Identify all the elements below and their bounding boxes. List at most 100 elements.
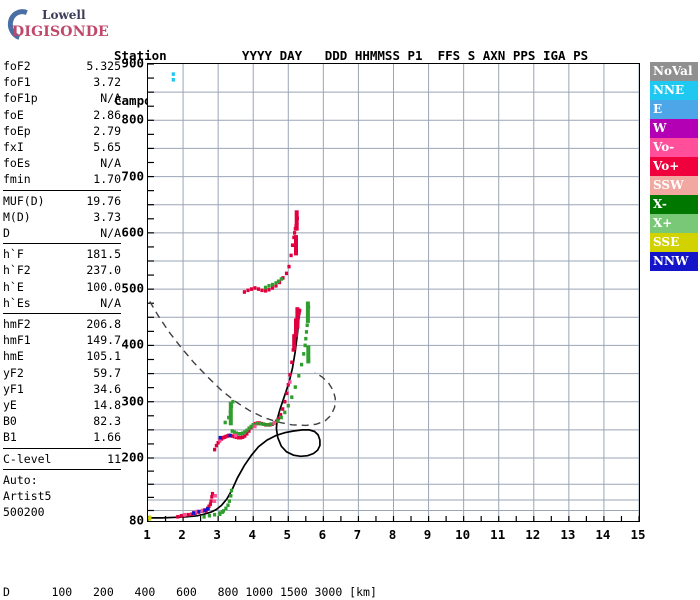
legend-item-noval[interactable]: NoVal <box>650 62 698 81</box>
param-row-mufd: MUF(D) 19.76 <box>3 193 121 209</box>
echo-point <box>304 336 308 341</box>
echo-point <box>255 421 259 426</box>
echo-point <box>213 499 217 503</box>
echo-point <box>298 308 302 313</box>
param-divider <box>3 447 121 449</box>
echo-point <box>227 499 231 503</box>
echo-point <box>183 512 187 517</box>
legend-item-ssw[interactable]: SSW <box>650 176 698 195</box>
echo-point <box>192 511 196 515</box>
param-value: 14.8 <box>93 398 121 413</box>
echo-point <box>290 243 295 247</box>
echo-cluster <box>294 210 299 231</box>
echo-point <box>297 374 301 378</box>
param-value: 206.8 <box>86 317 121 332</box>
echo-point <box>262 422 266 426</box>
echo-point <box>258 421 262 426</box>
ionogram-plot[interactable] <box>147 63 640 522</box>
echo-point <box>218 512 222 516</box>
echo-cluster <box>294 318 298 337</box>
echo-point <box>288 380 292 384</box>
param-row-foes: foEs N/A <box>3 155 121 171</box>
echo-point <box>206 507 210 511</box>
param-divider <box>3 468 121 470</box>
echo-point <box>234 433 238 438</box>
echo-point <box>232 430 236 434</box>
echo-point <box>286 383 290 387</box>
echo-point <box>218 438 222 442</box>
param-row-fof2: foF2 5.325 <box>3 58 121 74</box>
param-row-he: h`E 100.0 <box>3 279 121 295</box>
echo-cluster <box>292 334 297 350</box>
echo-point <box>253 286 257 290</box>
param-row-ye: yE 14.8 <box>3 397 121 413</box>
echo-point <box>224 506 228 511</box>
echo-point <box>239 435 243 440</box>
param-key: M(D) <box>3 209 31 224</box>
legend-item-w[interactable]: W <box>650 119 698 138</box>
echo-point <box>272 421 276 425</box>
param-value: 11 <box>107 451 121 466</box>
param-divider <box>3 243 121 245</box>
x-tick-11: 11 <box>490 527 506 542</box>
param-key: hmE <box>3 349 24 364</box>
x-tick-14: 14 <box>595 527 611 542</box>
param-key: fxI <box>3 140 24 155</box>
echo-point <box>210 495 214 499</box>
auto-line-0: Auto: <box>3 472 38 487</box>
x-tick-9: 9 <box>423 527 432 542</box>
param-key: yE <box>3 398 17 413</box>
param-value: 1.66 <box>93 430 121 445</box>
param-row-md: M(D) 3.73 <box>3 209 121 225</box>
echo-point <box>279 277 283 281</box>
ionospheric-parameters-panel: foF2 5.325 foF1 3.72 foF1p N/A foE 2.86 foEp 2.79… <box>3 58 121 520</box>
x-tick-15: 15 <box>630 527 646 542</box>
echo-point <box>239 432 243 436</box>
echo-point <box>289 253 293 258</box>
y-tick-500: 500 <box>121 280 144 296</box>
param-value: 237.0 <box>86 263 121 278</box>
param-key: B1 <box>3 430 17 445</box>
legend-item-sse[interactable]: SSE <box>650 233 698 252</box>
echo-point <box>287 264 291 269</box>
x-tick-1: 1 <box>143 527 151 542</box>
echo-point <box>251 423 255 427</box>
echo-point <box>230 429 234 433</box>
param-row-b1: B1 1.66 <box>3 429 121 445</box>
footer-scales: D 100 200 400 600 800 1000 1500 3000 [km… <box>3 556 635 600</box>
param-value: 1.70 <box>93 172 121 187</box>
param-value: N/A <box>100 295 121 310</box>
legend-item-vo[interactable]: Vo- <box>650 138 698 157</box>
y-tick-700: 700 <box>121 168 144 184</box>
param-row-clevel: C-level 11 <box>3 451 121 467</box>
param-key: foEp <box>3 123 31 138</box>
echo-point <box>236 435 241 440</box>
y-tick-300: 300 <box>121 393 144 409</box>
param-row-fof1: foF1 3.72 <box>3 74 121 90</box>
echo-point <box>241 431 245 435</box>
param-divider <box>3 189 121 191</box>
param-key: yF1 <box>3 381 24 396</box>
y-tick-400: 400 <box>121 336 144 352</box>
legend-item-nnw[interactable]: NNW <box>650 252 698 271</box>
param-key: foF2 <box>3 59 31 73</box>
legend-item-nne[interactable]: NNE <box>650 81 698 100</box>
param-row-b0: B0 82.3 <box>3 413 121 429</box>
echo-point <box>269 422 273 426</box>
param-row-hf2: h`F2 237.0 <box>3 262 121 278</box>
echo-point <box>213 447 217 452</box>
echo-point <box>293 231 297 235</box>
echo-cluster <box>295 307 300 329</box>
param-row-d: D N/A <box>3 225 121 241</box>
echo-point <box>243 434 247 438</box>
legend-item-x[interactable]: X+ <box>650 214 698 233</box>
echo-point <box>195 509 199 514</box>
legend-item-x[interactable]: X- <box>650 195 698 214</box>
param-value: 82.3 <box>93 414 121 429</box>
echo-point <box>283 410 287 415</box>
echo-point <box>247 429 251 433</box>
legend-item-e[interactable]: E <box>650 100 698 119</box>
polarization-legend: NoVal NNE E W Vo- Vo+ SSW X- X+ SSE NNW <box>650 62 698 271</box>
x-tick-7: 7 <box>353 527 362 542</box>
legend-item-vo[interactable]: Vo+ <box>650 157 698 176</box>
